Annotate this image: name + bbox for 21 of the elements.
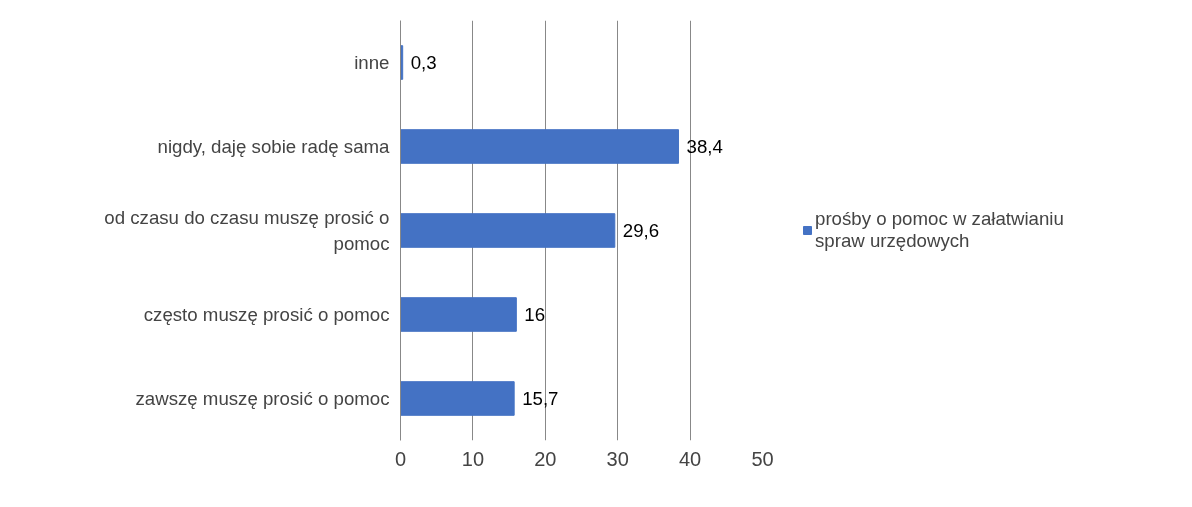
x-tick-label: 0 xyxy=(394,447,407,470)
y-tick-label: zawszę muszę prosić o pomoc xyxy=(135,388,390,409)
data-label: 15,7 xyxy=(522,388,559,409)
data-label: 29,6 xyxy=(622,220,660,241)
data-label: 16 xyxy=(524,304,546,325)
bar xyxy=(400,129,680,164)
bar xyxy=(400,381,515,416)
x-tick-label: 30 xyxy=(606,447,629,470)
bar xyxy=(400,297,517,332)
data-label: 0,3 xyxy=(410,52,437,73)
y-tick-label: inne xyxy=(354,52,390,73)
x-tick-label: 10 xyxy=(461,447,485,470)
y-tick-label: od czasu do czasu muszę prosić o pomoc xyxy=(104,207,390,254)
legend-label: prośby o pomoc w załatwianiu spraw urzędowych xyxy=(815,208,1064,252)
y-tick-label: często muszę prosić o pomoc xyxy=(143,304,390,325)
y-tick-label: nigdy, daję sobie radę sama xyxy=(157,136,391,157)
x-tick-label: 50 xyxy=(751,447,774,470)
bar xyxy=(400,213,616,248)
x-tick-label: 40 xyxy=(678,447,702,470)
x-tick-label: 20 xyxy=(534,447,557,470)
data-label: 38,4 xyxy=(686,136,723,157)
